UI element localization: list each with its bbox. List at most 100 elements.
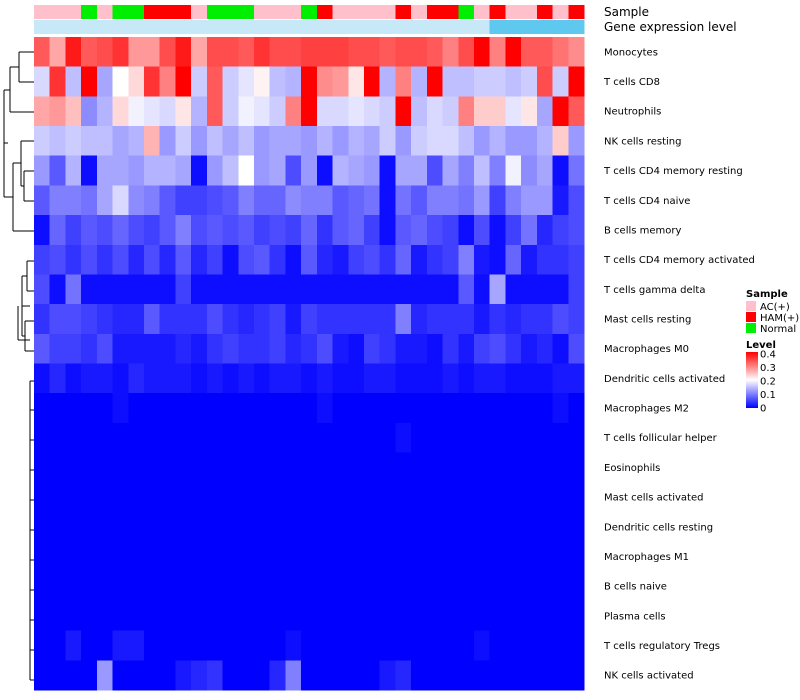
heatmap-cell (65, 630, 82, 661)
heatmap-cell (521, 393, 538, 424)
heatmap-cell (144, 571, 161, 602)
heatmap-cell (49, 541, 66, 572)
heatmap-cell (474, 482, 491, 513)
heatmap-cell (112, 274, 129, 305)
heatmap-cell (222, 630, 239, 661)
heatmap-cell (144, 274, 161, 305)
heatmap-cell (81, 660, 98, 691)
heatmap-cell (458, 452, 475, 483)
heatmap-cell (552, 482, 569, 513)
heatmap-cell (269, 422, 286, 454)
heatmap-cell (81, 274, 98, 305)
heatmap-cell (222, 511, 239, 543)
heatmap-cell (191, 363, 208, 394)
heatmap-cell (222, 482, 239, 513)
heatmap-cell (206, 452, 224, 483)
heatmap-cell (442, 452, 459, 483)
heatmap-cell (332, 660, 349, 691)
heatmap-cell (34, 333, 51, 364)
heatmap-cell (301, 274, 318, 305)
heatmap-cell (411, 126, 428, 157)
heatmap-cell (254, 363, 271, 394)
heatmap-cell (254, 155, 271, 186)
heatmap-cell (426, 215, 444, 246)
row-label: Macrophages M1 (604, 552, 689, 563)
level-legend-tick-label: 0 (760, 404, 766, 415)
heatmap-cell (222, 600, 239, 632)
heatmap-cell (191, 600, 208, 632)
heatmap-cell (505, 126, 522, 157)
heatmap-cell (269, 66, 286, 97)
sample-annotation-cell (348, 5, 365, 19)
heatmap-cell (379, 660, 396, 691)
heatmap-cell (112, 600, 129, 632)
heatmap-cell (521, 422, 538, 454)
sample-annotation-track (34, 5, 585, 19)
heatmap-cell (238, 333, 255, 364)
heatmap-cell (379, 96, 396, 127)
heatmap-cell (128, 185, 145, 216)
row-label: B cells memory (604, 225, 681, 236)
heatmap-cell (112, 541, 129, 572)
heatmap-cell (505, 660, 522, 691)
heatmap-cell (364, 66, 381, 97)
heatmap-cell (521, 244, 538, 275)
heatmap-cell (81, 482, 98, 513)
heatmap-cell (128, 304, 145, 335)
heatmap-cell (206, 96, 224, 127)
heatmap-cell (222, 571, 239, 602)
heatmap-cell (364, 37, 381, 68)
heatmap-cell (96, 363, 114, 394)
heatmap-cell (128, 660, 145, 691)
heatmap-cell (65, 660, 82, 691)
heatmap-cell (128, 422, 145, 454)
heatmap-cell (175, 571, 192, 602)
heatmap-cell (395, 304, 412, 335)
expression-annotation-track (34, 20, 585, 34)
heatmap-cell (364, 571, 381, 602)
dendrogram-branch-top (4, 51, 34, 113)
row-label: T cells CD4 memory resting (603, 166, 743, 177)
heatmap-cell (442, 482, 459, 513)
heatmap-cell (552, 333, 569, 364)
heatmap-cell (112, 482, 129, 513)
heatmap-cell (65, 155, 82, 186)
heatmap-cell (206, 393, 224, 424)
heatmap-cell (96, 274, 114, 305)
heatmap-cell (34, 541, 51, 572)
heatmap-cell (112, 511, 129, 543)
heatmap-cell (191, 96, 208, 127)
heatmap-cells (34, 37, 585, 691)
expression-annotation-cell (332, 20, 349, 34)
heatmap-cell (254, 541, 271, 572)
heatmap-cell (474, 96, 491, 127)
heatmap-cell (269, 660, 286, 691)
heatmap-cell (285, 244, 302, 275)
sample-annotation-cell (238, 5, 255, 19)
heatmap-cell (379, 215, 396, 246)
heatmap-cell (568, 215, 585, 246)
heatmap-cell (285, 66, 302, 97)
heatmap-cell (411, 630, 428, 661)
heatmap-cell (536, 600, 554, 632)
heatmap-cell (489, 155, 506, 186)
heatmap-cell (505, 482, 522, 513)
heatmap-cell (536, 333, 554, 364)
heatmap-cell (128, 215, 145, 246)
heatmap-cell (269, 37, 286, 68)
heatmap-cell (159, 393, 176, 424)
heatmap-cell (144, 600, 161, 632)
heatmap-cell (348, 37, 365, 68)
heatmap-cell (238, 215, 255, 246)
heatmap-cell (159, 452, 176, 483)
heatmap-cell (175, 215, 192, 246)
heatmap-cell (379, 482, 396, 513)
heatmap-cell (206, 600, 224, 632)
expression-annotation-cell (536, 20, 554, 34)
heatmap-cell (568, 452, 585, 483)
heatmap-cell (364, 185, 381, 216)
heatmap-cell (458, 155, 475, 186)
heatmap-cell (332, 244, 349, 275)
heatmap-cell (81, 571, 98, 602)
heatmap-cell (34, 422, 51, 454)
